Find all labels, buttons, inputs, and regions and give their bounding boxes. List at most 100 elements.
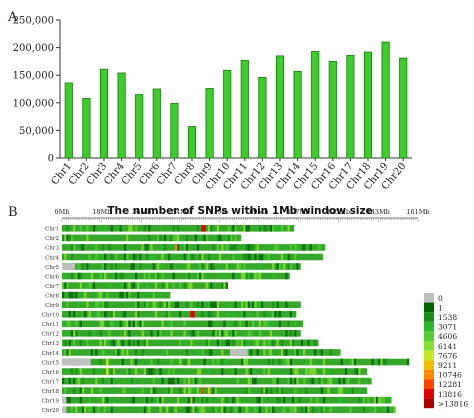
density-stripe [112,377,116,385]
density-stripe [115,253,118,261]
density-stripe [309,244,312,251]
high-density-region [201,387,204,394]
density-stripe [110,387,113,394]
density-stripe [176,225,180,232]
density-stripe [134,272,138,280]
density-stripe [207,282,211,289]
legend-swatch [424,389,434,399]
density-stripe [86,234,89,242]
density-stripe [223,320,226,328]
density-stripe [128,330,131,337]
density-stripe [322,368,326,375]
density-stripe [285,244,288,251]
density-stripe [298,349,301,356]
density-stripe [110,282,113,289]
density-stripe [316,396,319,404]
density-stripe [148,406,151,414]
density-stripe [108,377,111,385]
legend-swatch [424,369,434,380]
density-stripe [146,244,149,251]
density-stripe [90,406,93,414]
density-stripe [165,368,169,375]
density-stripe [199,253,202,261]
density-stripe [81,263,85,270]
density-stripe [225,396,228,404]
density-stripe [110,310,113,318]
density-stripe [121,358,124,366]
density-stripe [79,272,82,280]
density-stripe [263,368,266,375]
density-stripe [247,253,250,261]
density-stripe [263,349,266,356]
density-stripe [179,310,182,318]
density-stripe [141,330,144,337]
density-stripe [154,272,158,280]
density-stripe [230,406,233,414]
density-stripe [216,310,219,318]
density-stripe [214,387,217,394]
density-stripe [230,368,233,375]
density-stripe [218,330,222,337]
density-stripe [161,282,164,289]
density-stripe [123,387,127,394]
density-stripe [86,272,89,280]
density-stripe [269,349,273,356]
density-stripe [227,310,231,318]
density-stripe [280,253,284,261]
density-stripe [289,263,292,270]
density-stripe [159,377,162,385]
density-stripe [267,253,270,261]
density-stripe [141,377,144,385]
density-stripe [212,387,215,394]
density-stripe [261,301,264,308]
density-stripe [276,387,279,394]
density-stripe [278,358,281,366]
density-stripe [101,263,105,270]
density-stripe [73,377,76,385]
density-stripe [287,377,290,385]
density-stripe [256,225,259,232]
density-stripe [289,330,292,337]
bar-chart-panel: 0 50,000 100,000 150,000 200,000 250,000 Chr1 C… [0,0,474,205]
density-stripe [207,301,211,308]
density-stripe [296,387,299,394]
density-stripe [307,339,310,347]
density-stripe [294,396,297,404]
density-stripe [73,387,76,394]
density-stripe [230,330,233,337]
density-stripe [112,272,116,280]
density-stripe [221,282,224,289]
density-stripe [92,406,96,414]
density-stripe [322,406,326,414]
density-stripe [95,377,98,385]
density-stripe [70,272,74,280]
density-stripe [258,263,262,270]
density-stripe [172,377,175,385]
density-stripe [225,234,228,242]
density-stripe [258,406,262,414]
legend-swatch [424,341,434,351]
chromosome-track [62,320,304,328]
density-stripe [154,301,158,308]
legend-label: 7676 [438,351,457,360]
density-stripe [221,349,224,356]
density-stripe [258,272,262,280]
density-stripe [119,291,122,299]
density-stripe [194,377,197,385]
density-stripe [285,349,288,356]
density-stripe [68,339,71,347]
density-stripe [382,358,385,366]
density-stripe [272,272,275,280]
density-stripe [296,349,299,356]
density-stripe [241,310,244,318]
density-stripe [234,368,237,375]
density-stripe [150,330,153,337]
density-stripe [294,368,297,375]
density-stripe [62,320,65,328]
density-stripe [179,282,182,289]
density-stripe [272,339,275,347]
density-stripe [214,406,217,414]
low-density-region [62,358,91,366]
density-stripe [66,320,69,328]
density-stripe [86,225,89,232]
